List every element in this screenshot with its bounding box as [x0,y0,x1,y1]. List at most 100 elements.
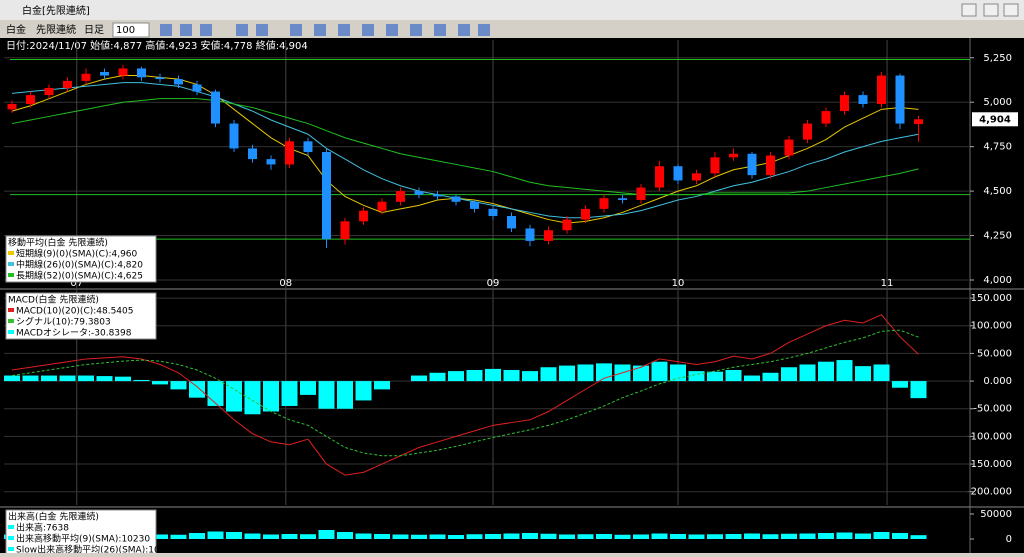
oscillator-bar [577,364,594,382]
volume-bar [892,533,908,539]
tool-icon[interactable] [160,24,172,36]
y-tick-label: 50.000 [977,348,1012,359]
candle-body [895,75,905,124]
period-menu[interactable]: 日足 [84,24,104,36]
candle-body [840,95,849,112]
tool-icon[interactable] [410,24,422,36]
y-tick-label: 0.000 [983,376,1012,387]
candle-body [285,141,294,165]
x-tick-label: 10 [672,278,685,289]
y-tick-label: 50000 [980,509,1012,520]
oscillator-bar [244,381,261,415]
tool-icon[interactable] [434,24,446,36]
oscillator-bar [189,381,205,398]
tool-icon[interactable] [458,24,470,36]
volume-bar [429,534,446,539]
tool-icon[interactable] [236,24,248,36]
y-tick-label: 4,500 [983,186,1012,197]
candle-body [322,152,331,240]
y-tick-label: -200.000 [967,487,1012,498]
volume-bar [355,533,372,539]
volume-bar [540,533,557,539]
candle-body [7,104,17,110]
tool-icon[interactable] [338,24,350,36]
legend-box [5,509,157,557]
candle-body [396,191,405,202]
candle-body [784,139,794,156]
oscillator-bar [633,365,649,382]
oscillator-bar [836,360,853,382]
candle-body [581,208,590,220]
oscillator-bar [559,365,575,382]
candle-body [710,157,720,174]
volume-bar [337,532,353,539]
oscillator-bar [855,366,871,382]
candle-body [26,95,35,104]
legend-entry: 出来高移動平均(9)(SMA):10230 [16,533,150,545]
legend-entry: 中期線(26)(0)(SMA)(C):4,820 [16,259,143,271]
volume-bar [152,534,168,539]
legend-entry: 出来高:7638 [16,522,69,534]
volume-bar [744,533,760,539]
legend-entry: 短期線(9)(0)(SMA)(C):4,960 [16,248,138,260]
candle-body [229,123,239,149]
candle-body [470,201,479,209]
y-tick-label: 5,250 [983,53,1012,64]
tool-icon[interactable] [180,24,192,36]
legend-swatch [8,251,14,255]
volume-bar [818,533,834,539]
indicator-line [11,82,919,219]
candle-body [155,77,165,80]
oscillator-bar [115,376,131,382]
volume-bar [300,534,316,539]
legend-swatch [8,273,14,277]
maximize-button[interactable] [983,3,999,17]
close-button[interactable] [1003,3,1019,17]
oscillator-bar [429,372,446,382]
title-bar [0,0,1024,20]
contract-menu[interactable]: 先限連続 [36,23,76,36]
volume-bar [466,534,483,539]
tool-icon[interactable] [386,24,398,36]
tool-icon[interactable] [362,24,374,36]
volume-bar [670,534,686,539]
oscillator-bar [873,364,890,382]
oscillator-bar [318,381,335,409]
count-input[interactable] [112,22,150,38]
legend-box [5,292,157,340]
y-tick-label: 4,250 [983,231,1012,242]
candle-body [507,216,516,229]
legend-entry: MACDオシレータ:-30.8398 [16,328,132,339]
tool-icon[interactable] [290,24,302,36]
tool-icon[interactable] [256,24,268,36]
x-tick-label: 09 [487,278,500,289]
volume-bar [411,534,427,539]
tool-icon[interactable] [200,24,212,36]
candle-body [544,230,553,241]
legend-entry: Slow出来高移動平均(26)(SMA):10229 [16,544,177,554]
toolbar-icons[interactable] [160,24,490,36]
candle-body [174,79,183,85]
candle-body [81,73,91,81]
y-tick-label: 5,000 [983,97,1012,108]
symbol-menu[interactable]: 白金 [6,23,26,36]
legend-entry: MACD(10)(20)(C):48.5405 [16,307,133,317]
volume-bar [244,533,261,539]
legend-swatch [8,308,14,312]
legend-swatch [8,330,14,334]
tool-icon[interactable] [314,24,326,36]
candle-body [618,198,627,200]
minimize-button[interactable] [961,3,977,17]
volume-bar [485,534,501,539]
x-tick-label: 07 [70,278,83,289]
volume-bar [855,533,871,539]
volume-bar [836,532,853,539]
count-value[interactable]: 100 [116,25,135,36]
candle-body [266,159,276,165]
y-tick-label: -100.000 [967,431,1012,442]
oscillator-bar [522,371,538,382]
volume-bar [522,533,538,539]
tool-icon[interactable] [478,24,490,36]
candle-body [914,119,923,125]
